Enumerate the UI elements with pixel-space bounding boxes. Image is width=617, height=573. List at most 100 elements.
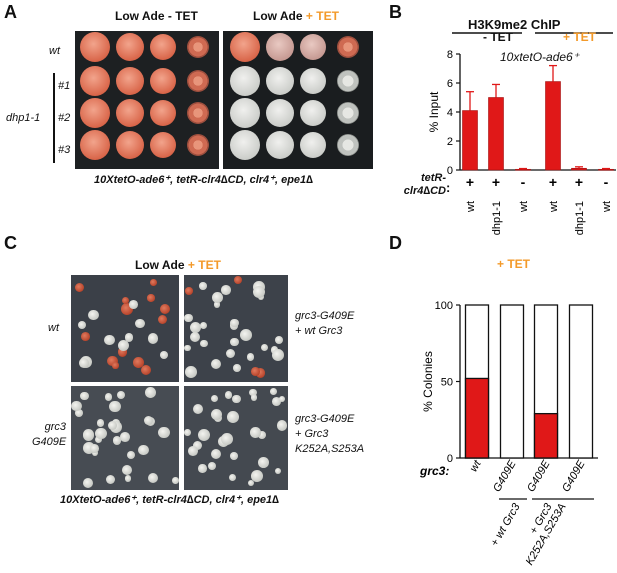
bar [545,81,561,171]
white-colony [192,403,204,415]
red-colony [150,278,157,286]
white-colony [210,408,223,421]
label-c-right-top: grc3-G409E + wt Grc3 [295,309,354,339]
white-colony [124,475,132,482]
white-colony [77,320,86,329]
white-colony [126,451,136,460]
white-colony [250,394,258,402]
red-colony [158,315,168,325]
plate-spot [337,134,359,156]
group-bracket [53,73,55,163]
plate-spot [187,134,209,156]
plate-spot [230,98,260,128]
white-colony [224,391,232,399]
plate-spot [187,70,209,92]
bar [571,167,587,171]
row-label-colon: : [446,180,451,195]
sign-label: + [549,174,557,190]
white-colony [227,410,240,423]
white-colony [253,286,266,299]
panel-c-header: Low Ade + TET [135,258,221,272]
row-label-wt: wt [49,45,60,57]
white-colony [138,444,149,456]
plate-plus-tet [223,31,373,169]
plate-spot [230,66,260,96]
white-colony [211,291,223,303]
white-colony [117,339,130,352]
panel-a-header-right: Low Ade + TET [253,9,339,23]
white-colony [94,435,102,444]
category-label: G409E [525,458,553,494]
white-colony [90,443,100,453]
white-colony [231,394,241,404]
row-label-tetr-line1: tetR- [420,172,446,184]
white-colony [96,419,105,427]
row-label-1: #1 [58,80,71,92]
panel-label-d: D [389,233,402,253]
white-colony [233,363,241,372]
category-label: wt [465,201,477,213]
bar-red-segment [533,412,559,459]
bar-red-segment [464,377,490,459]
white-colony [225,348,236,359]
white-colony [239,328,252,341]
white-colony [172,477,179,484]
white-colony [274,467,282,474]
red-colony [159,303,170,314]
panel-d-title: + TET [497,257,531,271]
white-colony [271,397,281,407]
white-colony [117,390,126,399]
category-label: wt [468,458,484,474]
label-c-right-bot: grc3-G409E + Grc3 K252A,S253A [295,412,364,457]
white-colony [190,331,201,342]
white-colony [88,309,99,320]
white-colony [82,429,95,441]
panel-label-b: B [389,2,402,22]
white-colony [276,420,288,431]
white-colony [145,387,157,399]
plate-spot [300,34,326,60]
plate-spot [80,32,110,62]
red-colony [132,357,144,368]
plate-spot [187,36,209,58]
row-label-c-mut: grc3 G409E [32,420,66,450]
plate-spot [150,68,176,94]
photo-wt-control [71,275,179,382]
bar [515,168,531,171]
plate-spot [266,131,294,159]
y-axis-label: % Colonies [421,351,435,412]
plate-spot [337,102,359,124]
label-c-right-bot-line3: K252A,S253A [295,443,365,455]
white-colony [105,474,116,485]
white-colony [270,388,278,395]
white-colony [249,426,261,438]
white-colony [147,472,159,484]
locus-label: 10xtetO-ade6⁺ [500,50,580,64]
y-tick-label: 2 [447,136,453,148]
red-colony [147,294,155,302]
bar [462,110,478,171]
panel-c-header-tet: + TET [187,258,221,272]
plate-spot [80,130,110,160]
y-tick-label: 100 [435,300,453,312]
white-colony [122,465,132,476]
white-colony [208,462,217,471]
white-colony [261,343,269,351]
white-colony [184,344,191,352]
white-colony [124,333,134,343]
sign-label: - [521,174,526,190]
white-colony [71,400,83,412]
white-colony [198,464,207,473]
white-colony [83,477,94,488]
white-colony [143,416,153,426]
white-colony [249,388,257,397]
white-colony [82,441,95,454]
plate-spot [187,102,209,124]
white-colony [230,452,239,460]
bar-white-segment [568,304,594,459]
plate-spot [116,67,144,95]
plate-spot [150,34,176,60]
white-colony [159,351,168,359]
y-tick-label: 8 [447,49,453,61]
red-colony [141,365,152,376]
